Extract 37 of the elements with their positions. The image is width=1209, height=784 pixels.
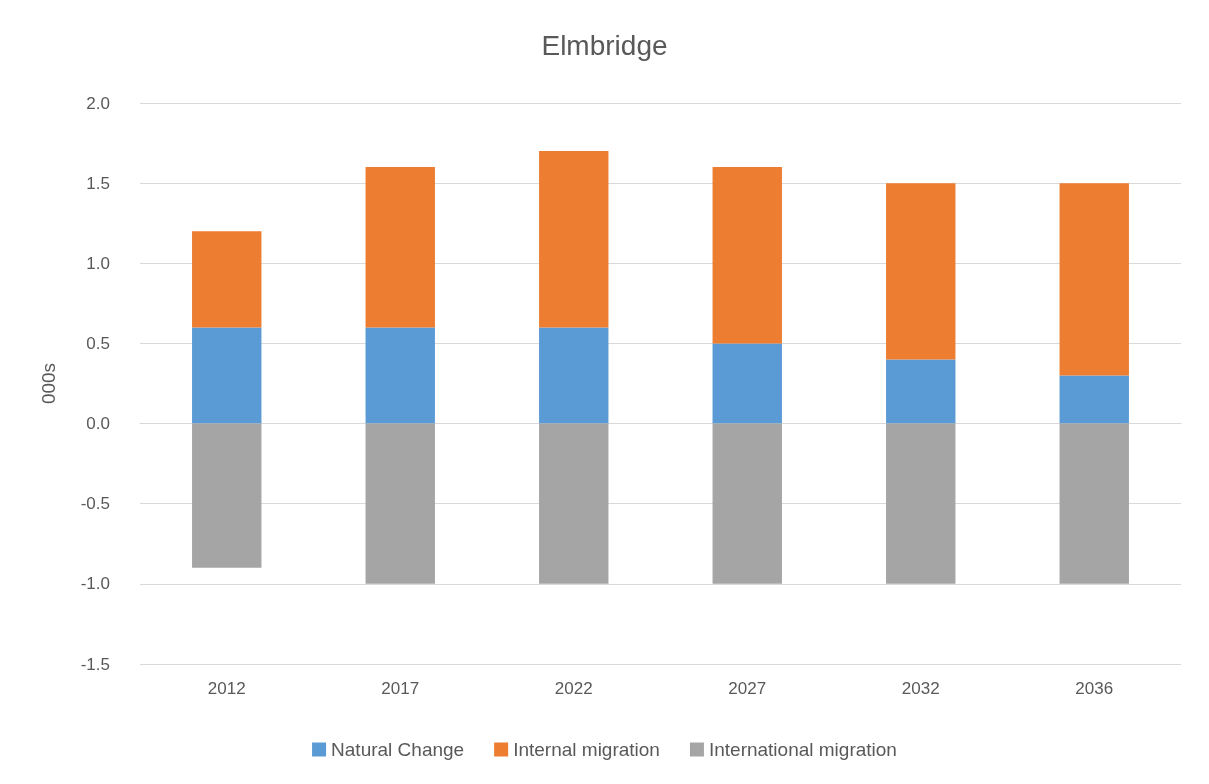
x-tick-label: 2017 (381, 679, 420, 698)
bar (192, 327, 262, 424)
bar (886, 359, 956, 424)
bar (539, 423, 609, 584)
bar (886, 183, 956, 360)
legend-label: International migration (708, 739, 897, 760)
bar (712, 343, 782, 424)
bar (1059, 423, 1129, 584)
x-tick-label: 2012 (207, 679, 246, 698)
x-tick-label: 2022 (554, 679, 593, 698)
bar (1059, 375, 1129, 424)
bar (539, 327, 609, 424)
y-tick-label: 0.5 (86, 333, 110, 353)
bar (365, 167, 435, 328)
bar (1059, 183, 1129, 376)
bar (539, 151, 609, 328)
bar (192, 423, 262, 568)
bar (712, 167, 782, 344)
x-tick-label: 2036 (1075, 679, 1114, 698)
x-tick-label: 2032 (901, 679, 940, 698)
y-tick-label: 1.5 (86, 173, 110, 193)
y-tick-label: -0.5 (80, 494, 110, 514)
y-tick-label: -1.5 (80, 654, 110, 674)
chart-title: Elmbridge (541, 29, 668, 61)
bar (712, 423, 782, 584)
y-tick-label: 1.0 (86, 253, 110, 273)
bar (192, 231, 262, 328)
legend-label: Natural Change (331, 739, 465, 760)
bar (365, 423, 435, 584)
y-tick-label: 2.0 (86, 93, 110, 113)
legend-label: Internal migration (513, 739, 660, 760)
y-tick-label: -1.0 (80, 574, 110, 594)
bar (365, 327, 435, 424)
y-tick-label: 0.0 (86, 414, 110, 434)
y-axis-title: 000s (38, 362, 59, 405)
bar (886, 423, 956, 584)
x-tick-label: 2027 (728, 679, 767, 698)
